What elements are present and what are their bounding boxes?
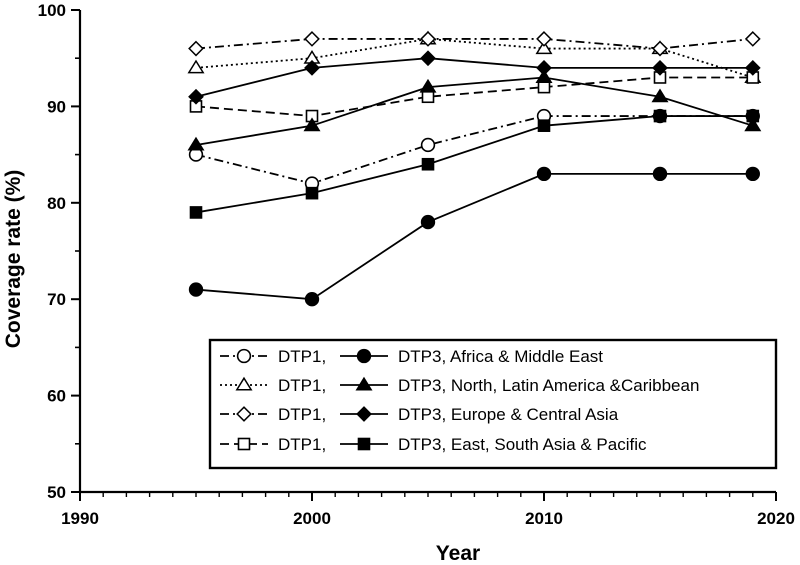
series-4 [189,71,760,123]
series-8 [189,109,760,219]
data-point [304,292,320,307]
data-point [744,31,761,47]
data-point [421,157,435,171]
series-line [195,57,753,98]
legend-label: DTP3, North, Latin America &Caribbean [398,376,699,395]
data-point [188,88,204,105]
series-line [195,172,753,301]
data-point [652,59,668,76]
series-line [195,38,753,50]
data-point [652,40,668,57]
data-point [746,109,760,123]
data-point [744,59,761,76]
y-tick-label: 100 [38,1,66,20]
data-point [305,186,319,200]
data-point [536,31,552,47]
data-point [745,166,760,182]
data-point [420,31,436,47]
legend-label: DTP1, [278,405,326,424]
data-point [420,50,436,67]
legend-marker [356,406,372,422]
legend-marker [355,376,373,391]
data-point [652,166,668,182]
x-tick-label: 2000 [293,509,331,528]
legend: DTP1, DTP3, Africa & Middle East DTP1, DTP3… [208,338,778,470]
legend-label: DTP3, East, South Asia & Pacific [398,435,647,454]
data-point [188,40,204,57]
data-point [651,88,669,103]
data-point [304,59,320,76]
legend-marker [356,348,372,364]
x-axis-title: Year [436,542,480,565]
series-6 [187,69,762,151]
series-line [195,38,754,79]
data-point [535,40,553,55]
y-tick-label: 90 [47,97,66,116]
y-tick-label: 80 [47,194,66,213]
data-point [421,90,435,104]
series-3 [188,31,761,57]
data-point [187,136,205,151]
legend-marker [237,437,251,451]
series-5 [188,166,760,307]
legend-label: DTP3, Europe & Central Asia [398,405,619,424]
data-point [744,117,762,132]
data-point [419,78,437,93]
legend-marker [235,376,253,391]
data-point [653,109,667,123]
series-7 [188,50,761,105]
series-line [195,115,753,185]
data-point [537,119,551,132]
legend-box [208,338,778,470]
x-tick-label: 1990 [61,509,99,528]
legend-marker [236,348,252,364]
data-point [537,80,551,94]
legend-label: DTP1, [278,347,326,366]
x-tick-label: 2020 [757,509,795,528]
data-point [304,31,320,47]
y-axis-title: Coverage rate (%) [2,170,25,349]
x-tick-label: 2010 [525,509,563,528]
legend-label: DTP3, Africa & Middle East [398,347,603,366]
y-tick-label: 50 [47,483,66,502]
data-point [420,214,436,230]
legend-label: DTP1, [278,376,326,395]
data-point [303,117,321,132]
data-point [420,137,436,153]
series-line [195,76,753,117]
data-point [536,166,552,182]
data-point [536,59,552,76]
series-1 [188,108,760,191]
data-point [187,59,205,74]
y-tick-label: 70 [47,290,66,309]
series-line [195,76,754,146]
legend-marker [357,437,371,451]
data-point [188,282,204,297]
data-point [189,206,203,219]
legend-marker [236,406,252,422]
y-tick-label: 60 [47,387,66,406]
series-line [195,115,753,214]
data-point [535,69,553,84]
legend-label: DTP1, [278,435,326,454]
series-2 [187,30,762,84]
